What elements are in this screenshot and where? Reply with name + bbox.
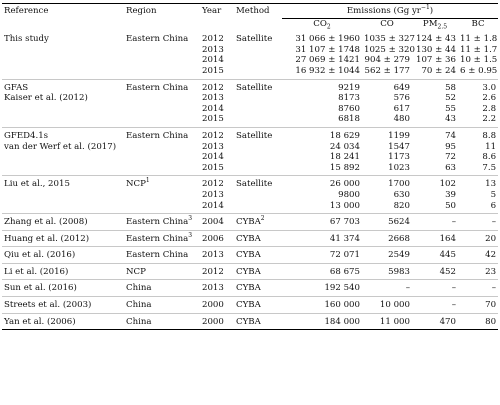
- header-co: CO: [380, 18, 394, 29]
- emissions-table-container: Reference Region Year Method Emissions (…: [2, 3, 499, 331]
- header-region: Region: [124, 3, 200, 19]
- table-row: Li et al. (2016) NCP 2012 CYBA 68 675 5983 452…: [2, 263, 499, 281]
- table-row: 2014 13 000 820 50 6: [2, 200, 499, 215]
- header-method: Method: [234, 3, 282, 19]
- subheader-row: CO2 CO PM2.5 BC: [2, 18, 498, 31]
- table-row: This study Eastern China 2012 Satellite 31 0…: [4, 34, 498, 45]
- emissions-table: Reference Region Year Method Emissions (…: [2, 3, 499, 331]
- table-row: Huang et al. (2012) Eastern China3 2006 CYB…: [2, 230, 499, 248]
- table-row: Sun et al. (2016) China 2013 CYBA 192 540– – –: [2, 279, 499, 298]
- table-row: 2013 31 107 ± 1748 1025 ± 320 130 ± 44 11 ± …: [202, 44, 498, 55]
- header-emissions: Emissions (Gg yr−1): [282, 3, 499, 19]
- header-reference: Reference: [2, 3, 124, 19]
- table-row: van der Werf et al. (2017) 2013 24 034 1547…: [4, 141, 497, 152]
- table-row: 2014 27 069 ± 1421 904 ± 279 107 ± 36 10 ± 1…: [202, 55, 498, 66]
- table-row: Yan et al. (2006) China 2000 CYBA 184 000 11 …: [2, 313, 499, 331]
- header-bc: BC: [471, 18, 485, 29]
- table-row: Streets et al. (2003) China 2000 CYBA 160 00…: [2, 296, 499, 314]
- table-row: Liu et al., 2015 NCP1 2012 Satellite 26 000 1…: [4, 177, 497, 190]
- table-row: Kaiser et al. (2012) 2013 8173 576 52 2.6: [4, 93, 497, 104]
- table-row: GFAS Eastern China 2012 Satellite 9219 649 58 3…: [4, 82, 497, 93]
- header-co2: CO2: [313, 18, 331, 31]
- table-row: Zhang et al. (2008) Eastern China3 2004 CYB…: [2, 213, 499, 231]
- table-body: This study Eastern China 2012 Satellite 31 0…: [2, 31, 499, 331]
- table-row: 2015 15 892 1023 63 7.5: [2, 162, 499, 177]
- table-row: 2014 8760 617 55 2.8: [202, 103, 497, 114]
- table-row: Qiu et al. (2016) Eastern China 2013 CYBA 72…: [2, 246, 499, 264]
- table-row: GFED4.1s Eastern China 2012 Satellite 18 629…: [4, 130, 497, 141]
- table-row: 2013 9800 630 39 5: [202, 189, 497, 200]
- table-row: 2015 6818 480 43 2.2: [2, 114, 499, 128]
- header-year: Year: [200, 3, 234, 19]
- table-row: 2015 16 932 ± 1044 562 ± 177 70 ± 24 6 ± 0.9…: [2, 65, 499, 80]
- table-row: 2014 18 241 1173 72 8.6: [202, 152, 497, 163]
- header-row: Reference Region Year Method Emissions (…: [2, 3, 499, 19]
- header-pm25: PM2.5: [422, 18, 448, 31]
